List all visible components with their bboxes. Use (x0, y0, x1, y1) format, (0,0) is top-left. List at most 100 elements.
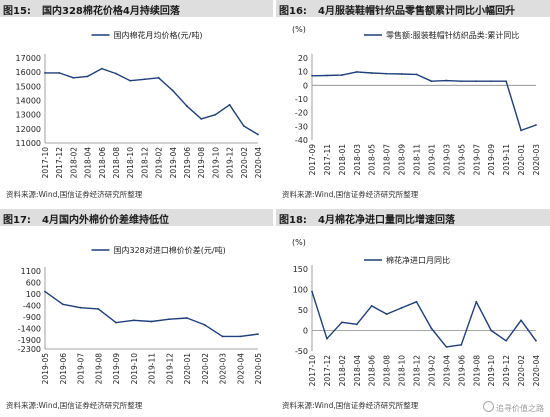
y-tick-label: 11000 (16, 139, 41, 148)
data-point (505, 80, 508, 83)
x-tick-label: 2019-09 (487, 144, 496, 176)
panel-header: 图15: 国内328棉花价格4月持续回落 (0, 0, 273, 17)
x-tick-label: 2019-07 (472, 144, 481, 176)
x-tick-label: 2020-03 (532, 144, 541, 176)
chart-panel-1: 图15: 国内328棉花价格4月持续回落 11000 12000 13000 1400… (0, 0, 273, 208)
x-tick-label: 2017-09 (308, 144, 317, 176)
y-tick-label: 0 (303, 81, 308, 90)
x-tick-label: 2018-04 (353, 355, 362, 387)
data-point (400, 307, 403, 309)
data-point (445, 79, 448, 82)
x-tick-label: 2018-02 (69, 147, 78, 179)
y-tick-label: 600 (26, 278, 41, 287)
data-point (355, 71, 358, 73)
x-tick-label: 2019-10 (130, 353, 139, 385)
source-note: 资料来源:Wind,国信证券经济研究所整理 (6, 401, 143, 410)
watermark: 追寻价值之路 (483, 401, 544, 414)
y-tick-label: -40 (295, 136, 308, 145)
figure-number: 图15: (3, 6, 31, 17)
figure-title: 4月服装鞋帽针织品零售额累计同比小幅回升 (318, 6, 515, 17)
data-point (311, 290, 313, 293)
x-tick-label: 2019-12 (226, 147, 235, 179)
x-tick-label: 2019-10 (487, 355, 496, 387)
x-tick-label: 2019-09 (112, 353, 121, 385)
data-point (460, 80, 463, 83)
x-tick-label: 2019-12 (502, 355, 511, 387)
x-tick-label: 2019-12 (165, 353, 174, 385)
source-note: 资料来源:Wind,国信证券经济研究所整理 (282, 401, 419, 410)
data-point (186, 105, 188, 108)
x-tick-label: 2018-06 (98, 147, 107, 179)
series-line (44, 291, 259, 338)
x-tick-label: 2018-08 (383, 355, 392, 387)
data-point (168, 318, 171, 321)
x-tick-label: 2018-08 (112, 147, 121, 179)
data-point (385, 72, 388, 75)
data-point (370, 305, 373, 307)
x-tick-label: 2020-01 (183, 353, 192, 385)
data-point (186, 317, 188, 319)
data-point (221, 335, 224, 338)
x-tick-label: 2017-10 (41, 147, 50, 179)
series-line (45, 67, 259, 136)
x-tick-label: 2020-04 (532, 355, 541, 387)
line-chart: -2300-1900 -1400 -900 -400 100 600 1100 2019-05… (18, 245, 263, 385)
legend-label: 零售额:服装鞋帽针纺织品类:累计同比 (386, 30, 519, 40)
x-tick-label: 2017-12 (323, 355, 332, 387)
y-tick-label: 16000 (16, 68, 41, 77)
y-tick-label: 20 (298, 54, 308, 63)
y-tick-label: 13000 (16, 111, 41, 120)
x-tick-label: 2018-12 (140, 147, 149, 179)
y-tick-label: -10 (295, 95, 308, 104)
x-tick-label: 2019-10 (211, 147, 220, 179)
y-tick-label: -1400 (18, 324, 41, 333)
x-tick-label: 2019-03 (442, 144, 451, 176)
x-tick-label: 2018-01 (338, 144, 347, 176)
data-point (150, 320, 153, 323)
y-tick-label: 12000 (16, 125, 41, 134)
x-tick-label: 2019-07 (77, 353, 86, 385)
watermark-text: 追寻价值之路 (496, 404, 544, 413)
data-point (415, 300, 418, 303)
x-tick-label: 2020-01 (517, 144, 526, 176)
x-tick-label: 2020-05 (254, 353, 263, 385)
data-point (72, 76, 75, 79)
data-point (326, 74, 328, 77)
x-tick-label: 2020-03 (219, 353, 228, 385)
x-tick-label: 2019-08 (197, 147, 206, 179)
x-tick-label: 2019-05 (41, 353, 50, 385)
data-point (100, 67, 103, 70)
x-tick-label: 2019-02 (155, 147, 164, 179)
x-tick-label: 2018-11 (413, 144, 422, 176)
data-point (520, 319, 522, 322)
y-tick-label: 1100 (21, 267, 41, 276)
panel-header: 图16: 4月服装鞋帽针织品零售额累计同比小幅回升 (276, 0, 550, 17)
chart-panel-3: 图17: 4月国内外棉价价差维持低位 -2300 -1900 -1400 -900 -4… (0, 209, 273, 417)
data-point (490, 80, 493, 83)
x-tick-label: 2020-02 (517, 355, 526, 387)
y-tick-label: -900 (23, 313, 41, 322)
y-tick-label: -400 (23, 301, 41, 310)
x-tick-label: 2018-05 (368, 144, 377, 176)
data-point (115, 72, 117, 75)
data-point (475, 80, 478, 83)
figure-title: 4月国内外棉价价差维持低位 (42, 215, 169, 226)
data-point (535, 124, 537, 126)
data-point (535, 339, 537, 342)
data-point (239, 335, 242, 338)
y-tick-label: 14000 (16, 97, 41, 106)
data-point (257, 333, 259, 335)
data-point (400, 73, 403, 75)
x-tick-label: 2019-08 (472, 355, 481, 387)
data-point (214, 113, 217, 116)
data-point (203, 324, 206, 326)
data-point (157, 76, 160, 79)
x-tick-label: 2020-04 (254, 147, 263, 179)
data-point (355, 323, 358, 326)
chart-panel-4: 图18: 4月棉花净进口量同比增速回落 -50 0 50 100 150 (%) 2017-… (276, 209, 550, 417)
data-point (340, 74, 343, 76)
y-tick-label: 15000 (16, 82, 41, 91)
data-point (326, 337, 328, 340)
data-point (257, 133, 259, 136)
x-tick-label: 2020-02 (240, 147, 249, 179)
